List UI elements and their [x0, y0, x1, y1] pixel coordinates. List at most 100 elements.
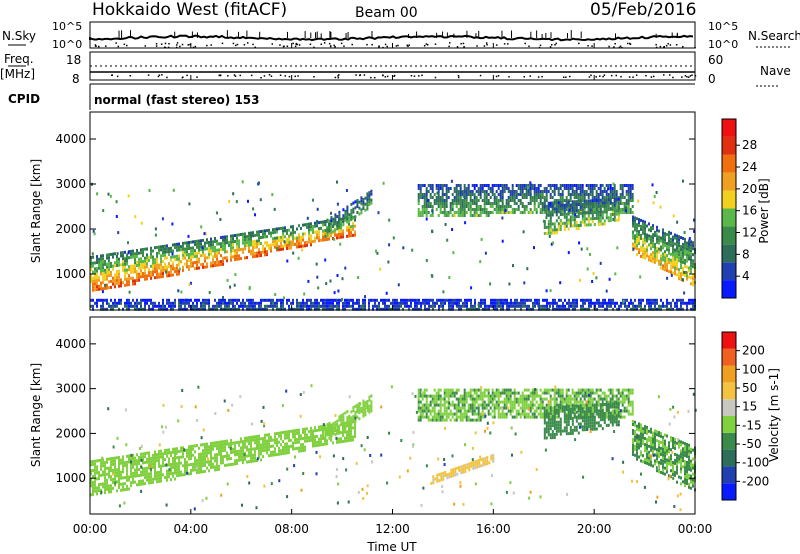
- heatmap-cell: [248, 237, 250, 241]
- heatmap-cell: [358, 411, 361, 415]
- heatmap-cell: [443, 388, 446, 392]
- heatmap-cell: [648, 255, 650, 259]
- heatmap-cell: [110, 475, 112, 479]
- heatmap-cell: [276, 432, 278, 435]
- heatmap-cell: [575, 203, 578, 207]
- heatmap-cell: [288, 436, 290, 440]
- heatmap-cell: [102, 485, 104, 489]
- heatmap-cell: [320, 440, 322, 444]
- heatmap-cell: [444, 298, 446, 302]
- heatmap-cell: [433, 388, 436, 392]
- heatmap-cell: [160, 257, 162, 261]
- heatmap-cell: [652, 307, 654, 311]
- heatmap-cell: [559, 187, 562, 190]
- heatmap-cell: [465, 211, 468, 214]
- heatmap-cell: [192, 444, 194, 448]
- search-noise-dot: [279, 44, 281, 46]
- heatmap-cell: [90, 265, 92, 268]
- heatmap-cell: [170, 301, 172, 305]
- heatmap-cell: [666, 266, 668, 270]
- heatmap-cell: [664, 259, 666, 263]
- heatmap-cell: [475, 199, 478, 202]
- heatmap-cell: [166, 448, 168, 452]
- heatmap-cell: [338, 415, 341, 419]
- heatmap-cell: [573, 190, 576, 193]
- heatmap-cell: [670, 261, 672, 265]
- heatmap-cell: [182, 241, 184, 245]
- heatmap-cell: [222, 440, 224, 444]
- heatmap-cell: [457, 214, 460, 217]
- heatmap-cell: [108, 304, 110, 308]
- search-noise-dot: [397, 44, 399, 47]
- heatmap-cell: [575, 206, 578, 210]
- heatmap-cell: [102, 461, 104, 465]
- heatmap-cell: [192, 261, 194, 265]
- heatmap-cell: [602, 298, 604, 302]
- heatmap-cell: [615, 201, 618, 205]
- heatmap-cell: [455, 199, 458, 202]
- heatmap-cell: [603, 187, 606, 190]
- heatmap-cell: [607, 208, 610, 211]
- heatmap-cell: [646, 301, 648, 305]
- nave-dot: [590, 74, 592, 77]
- heatmap-cell: [364, 298, 366, 302]
- heatmap-cell: [613, 200, 616, 204]
- heatmap-cell: [216, 444, 218, 448]
- heatmap-cell: [636, 241, 638, 245]
- heatmap-cell: [208, 463, 210, 467]
- heatmap-cell: [678, 238, 680, 242]
- heatmap-cell: [200, 248, 202, 252]
- heatmap-cell: [555, 204, 558, 208]
- heatmap-cell: [587, 217, 590, 221]
- heatmap-cell: [108, 469, 110, 473]
- heatmap-cell: [122, 476, 124, 480]
- heatmap-cell: [156, 257, 158, 261]
- search-noise-dot: [164, 46, 167, 49]
- heatmap-cell: [302, 232, 304, 236]
- heatmap-cell: [453, 199, 456, 202]
- heatmap-cell: [140, 307, 142, 311]
- heatmap-cell: [496, 307, 498, 311]
- heatmap-cell: [106, 481, 108, 485]
- heatmap-cell: [630, 307, 632, 311]
- heatmap-cell: [312, 240, 314, 243]
- heatmap-cell: [184, 458, 186, 461]
- heatmap-cell: [104, 270, 107, 274]
- heatmap-cell: [112, 301, 114, 305]
- heatmap-cell: [228, 307, 230, 311]
- heatmap-cell: [433, 409, 436, 413]
- heatmap-cell: [120, 251, 122, 255]
- heatmap-cell: [575, 190, 578, 193]
- heatmap-cell: [118, 275, 120, 279]
- heatmap-cell: [421, 184, 424, 187]
- heatmap-cell: [634, 243, 636, 247]
- heatmap-cell: [334, 230, 336, 234]
- heatmap-cell: [642, 246, 644, 250]
- heatmap-cell: [642, 237, 644, 241]
- heatmap-cell: [451, 199, 454, 202]
- heatmap-cell: [354, 413, 357, 417]
- heatmap-cell: [196, 266, 198, 270]
- heatmap-cell: [664, 241, 666, 245]
- heatmap-cell: [485, 211, 488, 214]
- heatmap-cell: [636, 247, 638, 251]
- heatmap-cell: [429, 184, 432, 187]
- heatmap-cell: [521, 211, 524, 214]
- heatmap-cell: [288, 307, 290, 311]
- heatmap-cell: [450, 307, 452, 311]
- heatmap-cell: [186, 448, 188, 452]
- heatmap-cell: [372, 298, 374, 302]
- heatmap-cell: [102, 482, 104, 486]
- heatmap-cell: [290, 243, 292, 247]
- heatmap-cell: [652, 236, 654, 240]
- heatmap-cell: [140, 221, 143, 225]
- heatmap-cell: [565, 200, 568, 204]
- heatmap-cell: [184, 464, 186, 467]
- heatmap-cell: [196, 444, 198, 448]
- heatmap-cell: [619, 208, 622, 211]
- heatmap-cell: [594, 307, 596, 311]
- heatmap-cell: [200, 254, 202, 258]
- heatmap-cell: [611, 190, 614, 193]
- heatmap-cell: [214, 255, 216, 258]
- heatmap-cell: [114, 301, 116, 305]
